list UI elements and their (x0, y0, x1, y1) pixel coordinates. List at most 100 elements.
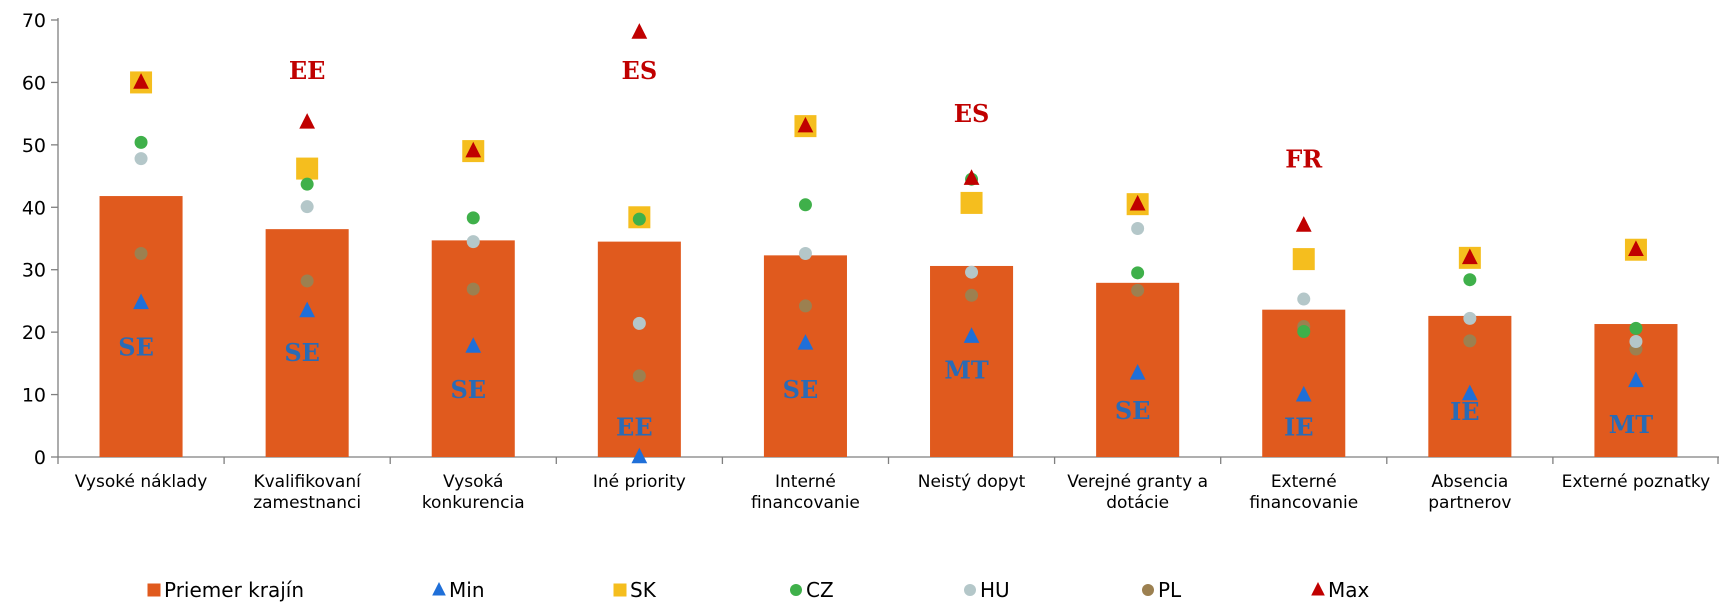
marker-cz (466, 211, 480, 225)
marker-max (797, 116, 814, 133)
marker-min (1295, 385, 1312, 402)
marker-max (1461, 248, 1478, 265)
y-tick-label: 40 (22, 197, 46, 219)
max-country-label: ES (954, 99, 990, 128)
min-country-label: IE (1450, 397, 1480, 426)
bar-priemer-krajin (763, 255, 847, 457)
marker-sk (296, 157, 319, 180)
marker-min (1461, 384, 1478, 401)
bar-priemer-krajin (99, 196, 183, 457)
bars (99, 196, 1678, 457)
marker-min (1628, 371, 1644, 388)
legend-label: Max (1328, 578, 1370, 602)
legend-label: HU (980, 578, 1010, 602)
x-category-label: Iné priority (593, 472, 686, 492)
marker-hu (965, 265, 979, 279)
y-tick-label: 30 (22, 260, 46, 282)
x-category-label: Vysoká konkurencia (422, 472, 525, 513)
marker-cz (632, 212, 646, 226)
marker-max (465, 141, 482, 158)
legend-label: Priemer krajín (164, 578, 304, 602)
legend-item: Min (432, 578, 485, 602)
legend-symbol (964, 584, 976, 596)
marker-cz (798, 198, 812, 212)
bar-priemer-krajin (597, 241, 681, 457)
x-category-label: Externé poznatky (1562, 472, 1711, 492)
legend-symbol (613, 583, 627, 597)
legend-label: SK (630, 578, 657, 602)
max-country-label: FR (1285, 145, 1323, 174)
legend-label: Min (449, 578, 485, 602)
y-tick-label: 60 (22, 72, 46, 94)
legend-item: Max (1311, 578, 1370, 602)
marker-pl (965, 288, 979, 302)
marker-pl (798, 299, 812, 313)
max-country-label: ES (622, 56, 658, 85)
legend-item: CZ (790, 578, 834, 602)
min-country-label: MT (944, 356, 989, 385)
marker-hu (632, 316, 646, 330)
min-country-label: SE (450, 375, 486, 404)
marker-hu (1131, 222, 1145, 236)
marker-pl (1131, 283, 1145, 297)
marker-min (631, 447, 648, 464)
marker-pl (632, 369, 646, 383)
marker-pl (1463, 334, 1477, 348)
x-category-label: Neistý dopyt (918, 472, 1026, 492)
legend-item: PL (1142, 578, 1182, 602)
legend-symbol (1142, 584, 1154, 596)
bar-priemer-krajin (265, 229, 349, 457)
marker-max (133, 73, 149, 89)
min-country-label: IE (1284, 412, 1314, 441)
marker-max (299, 113, 316, 129)
marker-hu (1297, 292, 1311, 306)
marker-min (299, 301, 316, 318)
legend-symbol (1311, 581, 1325, 596)
marker-sk (960, 191, 983, 214)
y-axis: 0 10 20 30 40 50 60 70 (22, 10, 59, 469)
min-country-label: EE (616, 412, 653, 441)
y-tick-label: 50 (22, 135, 46, 157)
legend-item: HU (964, 578, 1010, 602)
marker-pl (300, 274, 314, 288)
legend-symbol (147, 583, 161, 597)
marker-hu (1463, 311, 1477, 325)
marker-max (631, 23, 648, 39)
x-category-label: Externé financovanie (1249, 472, 1358, 513)
marker-pl (134, 246, 148, 260)
min-country-label: SE (783, 375, 819, 404)
marker-pl (466, 282, 480, 296)
marker-hu (300, 200, 314, 214)
marker-max (1295, 216, 1312, 232)
y-tick-label: 0 (34, 447, 46, 469)
marker-hu (134, 152, 148, 166)
marker-min (797, 334, 814, 350)
marker-hu (466, 235, 480, 249)
min-country-label: SE (284, 338, 320, 367)
y-tick-label: 70 (22, 10, 46, 32)
legend-item: SK (613, 578, 657, 602)
max-country-label: EE (289, 56, 326, 85)
marker-cz (300, 177, 314, 191)
marker-min (133, 293, 149, 310)
marker-min (963, 327, 980, 343)
x-axis: Vysoké náklady Kvalifikovaní zamestnanci Vy… (57, 456, 1719, 513)
marker-sk (1292, 248, 1315, 271)
marker-max (1628, 240, 1644, 257)
legend-label: PL (1158, 578, 1182, 602)
x-category-label: Absencia partnerov (1428, 472, 1511, 513)
legend-symbol (432, 581, 446, 596)
marker-max (963, 169, 980, 185)
marker-cz (1629, 321, 1643, 335)
y-tick-label: 10 (22, 385, 46, 407)
legend-item: Priemer krajín (147, 578, 304, 602)
marker-min (465, 337, 482, 353)
marker-cz (134, 135, 148, 149)
marker-cz (1463, 273, 1477, 287)
min-country-label: SE (1115, 396, 1151, 425)
marker-max (1129, 194, 1146, 211)
x-category-label: Vysoké náklady (75, 472, 208, 492)
markers (130, 23, 1647, 464)
marker-cz (1297, 325, 1311, 339)
